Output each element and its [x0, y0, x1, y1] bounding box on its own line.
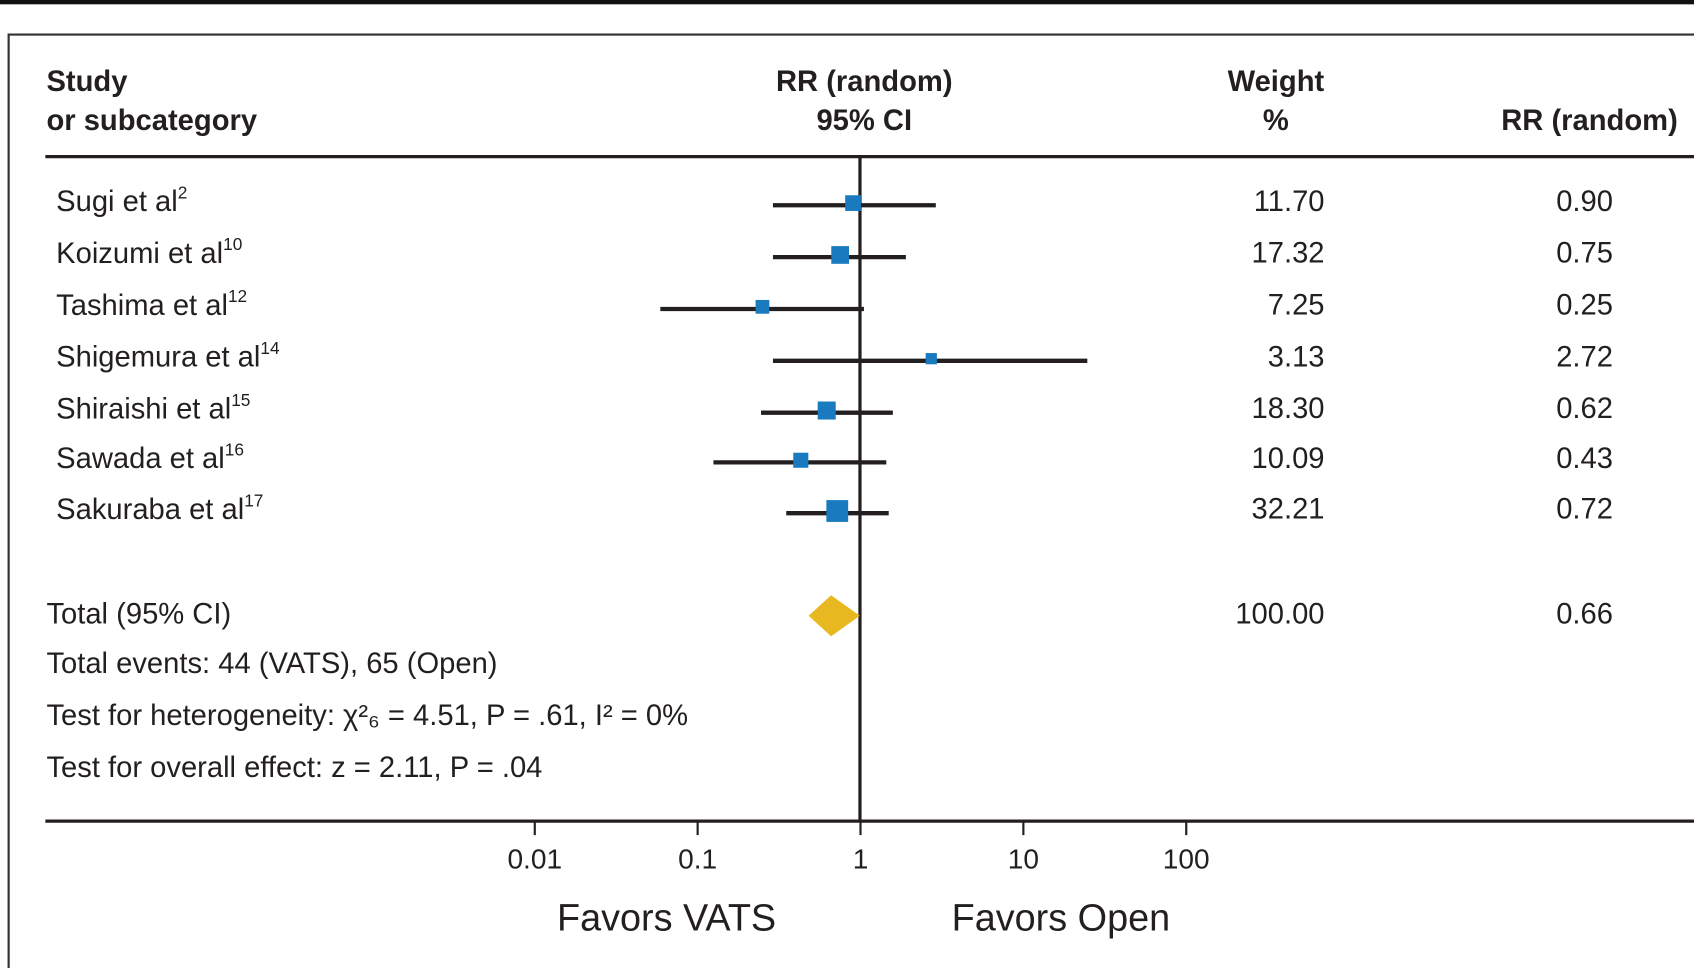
study-label: Shigemura et al — [56, 341, 260, 373]
rr-value: 0.25 — [1556, 290, 1613, 322]
study-name: Shiraishi et al15 — [56, 389, 250, 425]
study-ref: 2 — [178, 182, 188, 202]
study-name: Tashima et al12 — [56, 286, 247, 322]
x-tick-label: 0.1 — [678, 843, 717, 874]
note: Test for heterogeneity: χ²₆ = 4.51, P = … — [46, 700, 688, 732]
x-tick-label: 100 — [1163, 843, 1210, 874]
study-name: Sakuraba et al17 — [56, 490, 263, 526]
x-tick-label: 1 — [853, 843, 869, 874]
study-name: Shigemura et al14 — [56, 338, 280, 374]
top-bar — [0, 0, 1694, 5]
header-weight: % — [1263, 105, 1289, 137]
weight-square — [845, 195, 861, 211]
rr-value: 0.75 — [1556, 238, 1613, 270]
weight-square — [793, 452, 809, 468]
weight-value: 10.09 — [1252, 443, 1325, 475]
note: Total events: 44 (VATS), 65 (Open) — [46, 648, 497, 680]
header-weight: Weight — [1228, 66, 1325, 98]
weight-value: 18.30 — [1252, 393, 1325, 425]
study-label: Tashima et al — [56, 290, 228, 322]
rr-value: 0.43 — [1556, 443, 1613, 475]
favors-label: Favors Open — [952, 897, 1170, 939]
total-weight: 100.00 — [1235, 599, 1324, 631]
study-label: Sawada et al — [56, 443, 225, 475]
study-ref: 15 — [231, 389, 250, 409]
weight-value: 3.13 — [1268, 341, 1325, 373]
x-tick-label: 10 — [1008, 843, 1039, 874]
study-ref: 10 — [223, 234, 242, 254]
header-rr-ci: RR (random) — [776, 66, 953, 98]
weight-square — [817, 401, 836, 420]
header-rr: RR (random) — [1501, 105, 1678, 137]
study-ref: 16 — [225, 439, 244, 459]
weight-value: 17.32 — [1252, 238, 1325, 270]
favors-label: Favors VATS — [557, 897, 776, 939]
rr-value: 2.72 — [1556, 341, 1613, 373]
weight-value: 11.70 — [1254, 186, 1325, 218]
weight-square — [755, 299, 770, 314]
study-ref: 17 — [244, 490, 263, 510]
frame — [7, 33, 1694, 968]
total-diamond — [808, 595, 860, 637]
study-label: Sakuraba et al — [56, 494, 244, 526]
study-name: Sugi et al2 — [56, 182, 187, 218]
rr-value: 0.62 — [1556, 393, 1613, 425]
header-rr-ci: 95% CI — [816, 105, 912, 137]
weight-value: 32.21 — [1252, 494, 1325, 526]
weight-value: 7.25 — [1268, 290, 1325, 322]
study-label: Sugi et al — [56, 186, 178, 218]
weight-square — [925, 353, 937, 365]
study-name: Koizumi et al10 — [56, 234, 242, 270]
weight-square — [826, 500, 849, 522]
study-ref: 12 — [228, 286, 247, 306]
x-tick-label: 0.01 — [507, 843, 562, 874]
total-rr: 0.66 — [1556, 599, 1613, 631]
rr-value: 0.72 — [1556, 494, 1613, 526]
study-label: Shiraishi et al — [56, 393, 231, 425]
header-study: Study — [46, 66, 128, 98]
rr-value: 0.90 — [1556, 186, 1613, 218]
study-ref: 14 — [260, 338, 280, 358]
study-name: Sawada et al16 — [56, 439, 244, 475]
total-label: Total (95% CI) — [46, 599, 231, 631]
header-study: or subcategory — [46, 105, 257, 137]
study-label: Koizumi et al — [56, 238, 223, 270]
note: Test for overall effect: z = 2.11, P = .… — [46, 752, 542, 784]
weight-square — [831, 246, 850, 264]
